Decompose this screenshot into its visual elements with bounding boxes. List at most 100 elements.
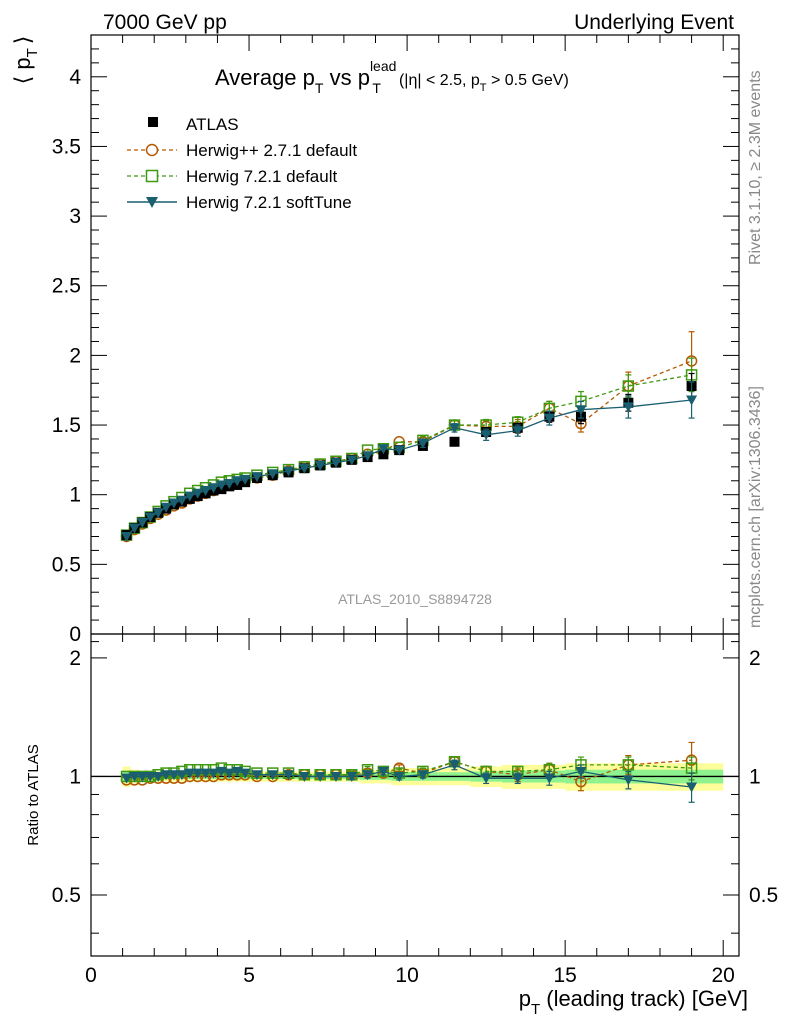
ratio-softtune-point [184, 768, 196, 779]
main-softtune-point [314, 460, 326, 471]
main-herwigpp-line [126, 360, 692, 537]
legend-marker-atlas [148, 117, 158, 127]
ratio-softtune-point [176, 770, 188, 781]
legend-marker-softtune [146, 197, 158, 208]
main-softtune-point [393, 445, 405, 456]
ratio-plot-frame [90, 633, 740, 957]
y-tick-label: 2.5 [52, 275, 81, 298]
ratio-softtune-point [231, 766, 243, 777]
legend-label-atlas: ATLAS [186, 115, 239, 134]
ratio-softtune-point [200, 768, 212, 779]
ratio-softtune-point [144, 771, 156, 782]
main-softtune-point [362, 451, 374, 462]
ratio-softtune-point [480, 773, 492, 784]
main-softtune-point [176, 495, 188, 506]
y-tick-label: 2 [69, 344, 81, 367]
main-softtune-point [136, 518, 148, 529]
main-softtune-line [126, 399, 692, 537]
main-data-layer [120, 331, 698, 543]
main-softtune-point [121, 531, 133, 542]
main-atlas-point [449, 436, 460, 447]
main-title: Average pT vs plead T (|η| < 2.5, pT > 0.5… [215, 58, 569, 96]
y-tick-label: 4 [69, 66, 81, 89]
ratio-softtune-point [192, 768, 204, 779]
ratio-softtune-point [377, 766, 389, 777]
main-softtune-point [512, 426, 524, 437]
ratio-herwig721-point [622, 759, 635, 771]
ratio-softtune-point [314, 771, 326, 782]
ratio-softtune-point [239, 768, 251, 779]
ratio-softtune-line [126, 764, 692, 788]
ratio-softtune-point [417, 770, 429, 781]
main-softtune-point [543, 413, 555, 424]
ratio-softtune-point [267, 770, 279, 781]
y-tick-label: 3 [69, 205, 81, 228]
ratio-softtune-point [251, 770, 263, 781]
ratio-uncertainty-band [91, 763, 739, 791]
ratio-ylabel: Ratio to ATLAS [25, 744, 42, 845]
main-softtune-point [298, 463, 310, 474]
legend-label-softtune: Herwig 7.2.1 softTune [186, 193, 352, 212]
x-tick-label: 5 [243, 964, 255, 987]
ratio-softtune-point [393, 771, 405, 782]
main-atlas-point [378, 449, 389, 460]
watermark: ATLAS_2010_S8894728 [338, 591, 492, 607]
main-softtune-point [330, 458, 342, 469]
y-tick-label: 0 [69, 623, 81, 646]
ratio-softtune-point [686, 782, 698, 793]
main-softtune-point [128, 523, 140, 534]
ratio-softtune-point [362, 770, 374, 781]
main-softtune-point [160, 502, 172, 513]
ratio-softtune-point [207, 768, 219, 779]
main-softtune-point [449, 423, 461, 434]
ratio-softtune-point [128, 771, 140, 782]
main-softtune-point [239, 474, 251, 485]
ratio-softtune-point [543, 773, 555, 784]
x-tick-label: 15 [553, 964, 576, 987]
y-tick-label: 3.5 [52, 135, 81, 158]
header-right: Underlying Event [574, 11, 734, 34]
ratio-softtune-point [449, 760, 461, 771]
ratio-softtune-point [223, 768, 235, 779]
legend-marker-herwigpp [145, 143, 159, 157]
ratio-softtune-point [121, 773, 133, 784]
main-ylabel: ⟨ pT⟩ [10, 36, 41, 85]
main-softtune-point [283, 466, 295, 477]
main-softtune-point [346, 455, 358, 466]
ratio-softtune-point [298, 771, 310, 782]
ratio-y-tick-label-right: 0.5 [749, 884, 778, 907]
ratio-softtune-point [512, 773, 524, 784]
ratio-softtune-point [215, 766, 227, 777]
main-softtune-point [231, 476, 243, 487]
ratio-softtune-point [283, 770, 295, 781]
x-tick-label: 10 [395, 964, 418, 987]
main-softtune-point [417, 438, 429, 449]
legend: ATLAS Herwig++ 2.7.1 default Herwig 7.2.… [127, 115, 357, 212]
ratio-y-tick-label: 2 [69, 647, 81, 670]
main-softtune-point [152, 508, 164, 519]
main-softtune-point [184, 491, 196, 502]
main-softtune-point [200, 486, 212, 497]
main-softtune-point [251, 472, 263, 483]
ratio-softtune-point [346, 771, 358, 782]
ratio-softtune-point [168, 770, 180, 781]
main-softtune-point [377, 444, 389, 455]
y-tick-label: 1.5 [52, 414, 81, 437]
y-tick-label: 1 [69, 484, 81, 507]
ratio-y-tick-label-right: 2 [749, 647, 761, 670]
main-axis-ticks: 0 0.5 1 1.5 2 2.5 3 3.5 4 [52, 35, 739, 646]
mcplots-label: mcplots.cern.ch [arXiv:1306.3436] [747, 386, 764, 628]
ratio-softtune-point [622, 775, 634, 786]
x-tick-label: 0 [85, 964, 97, 987]
legend-label-herwigpp: Herwig++ 2.7.1 default [186, 141, 357, 160]
header-left: 7000 GeV pp [103, 11, 227, 34]
ratio-softtune-point [136, 771, 148, 782]
y-tick-label: 0.5 [52, 553, 81, 576]
legend-label-herwig721: Herwig 7.2.1 default [186, 167, 337, 186]
main-herwig721-point [622, 380, 635, 392]
ratio-axis-ticks: 0.5 0.51 12 20 5 10 15 20 [52, 634, 778, 987]
ratio-softtune-point [160, 770, 172, 781]
x-tick-label: 20 [712, 964, 735, 987]
main-softtune-point [207, 483, 219, 494]
